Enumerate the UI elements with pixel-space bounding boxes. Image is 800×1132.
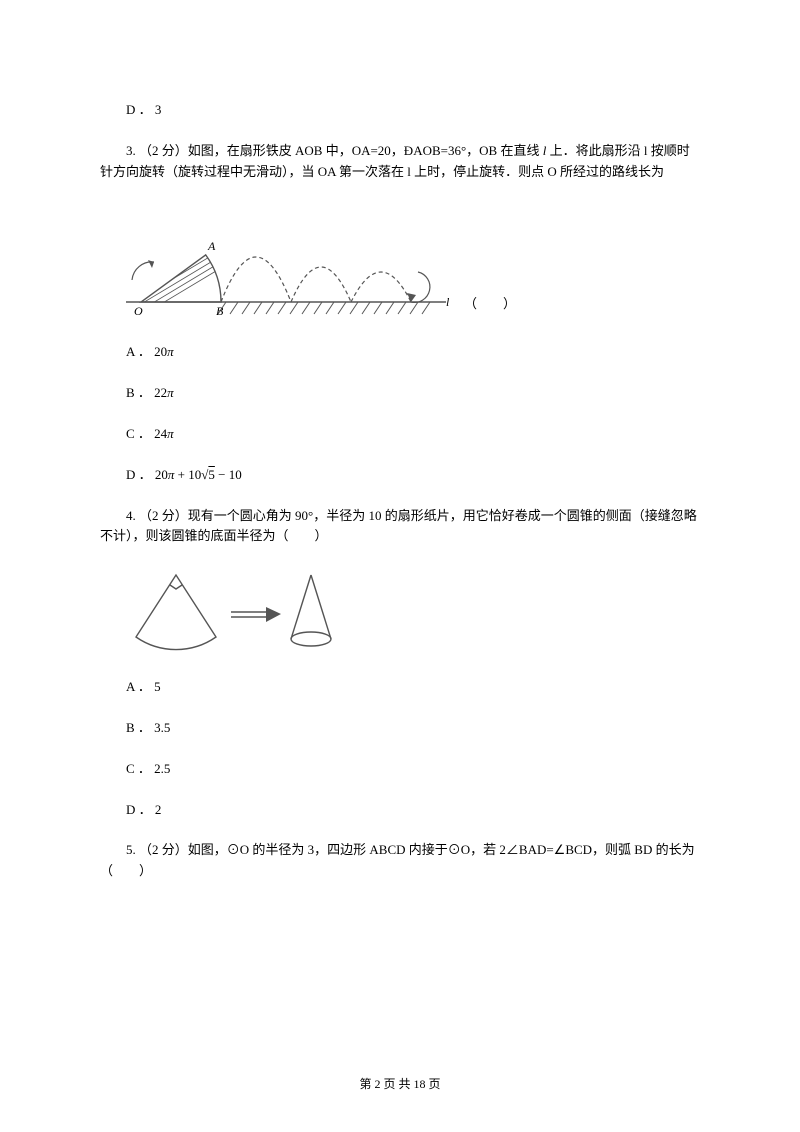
page-content: D ． 3 3. （2 分）如图，在扇形铁皮 AOB 中，OA=20，ÐAOB=… [0,0,800,942]
q3-option-c: C ． 24π [100,424,700,445]
label-a: A [207,239,216,253]
arrow-icon [231,607,281,622]
q3-c-label: C ． [126,426,151,441]
q3-b-label: B ． [126,385,151,400]
trajectory-arcs [221,257,411,302]
q-prev-option-d: D ． 3 [100,100,700,121]
q3-a-math: 20π [154,344,174,359]
label-l: l [446,295,450,309]
q4-option-a: A ． 5 [100,677,700,698]
sector-shape [136,575,216,650]
q3-a-label: A ． [126,344,151,359]
q4-stem: 4. （2 分）现有一个圆心角为 90°，半径为 10 的扇形纸片，用它恰好卷成… [100,506,700,548]
label-b: B [216,304,224,318]
q3-d-label: D ． [126,467,152,482]
q5-stem: 5. （2 分）如图，⊙O 的半径为 3，四边形 ABCD 内接于⊙O，若 2∠… [100,840,700,882]
footer-text: 第 2 页 共 18 页 [359,1077,440,1091]
q3-b-math: 22π [154,385,174,400]
q3-blank: （ ） [464,294,516,323]
end-arrowhead [407,293,416,302]
q4-option-d: D ． 2 [100,800,700,821]
q3-svg: O A B l [126,202,456,322]
q3-option-a: A ． 20π [100,342,700,363]
q3-option-b: B ． 22π [100,383,700,404]
cone-shape [291,575,331,646]
q4-figure [126,567,700,657]
rotation-arrowhead [148,260,154,268]
q4-option-b: B ． 3.5 [100,718,700,739]
q3-stem: 3. （2 分）如图，在扇形铁皮 AOB 中，OA=20，ÐAOB=36°，OB… [100,141,700,183]
q3-figure: O A B l （ ） [126,202,700,322]
page-footer: 第 2 页 共 18 页 [0,1075,800,1092]
q3-option-d: D ． 20π + 10√5 − 10 [100,465,700,486]
q3-d-math: 20π + 10√5 − 10 [155,467,242,482]
label-o: O [134,304,143,318]
q3-c-math: 24π [154,426,174,441]
q4-svg [126,567,346,657]
q3-stem-prefix: 3. （2 分）如图，在扇形铁皮 AOB 中，OA=20，ÐAOB=36°，OB… [126,143,543,158]
q4-option-c: C ． 2.5 [100,759,700,780]
hatch-group [218,302,430,314]
